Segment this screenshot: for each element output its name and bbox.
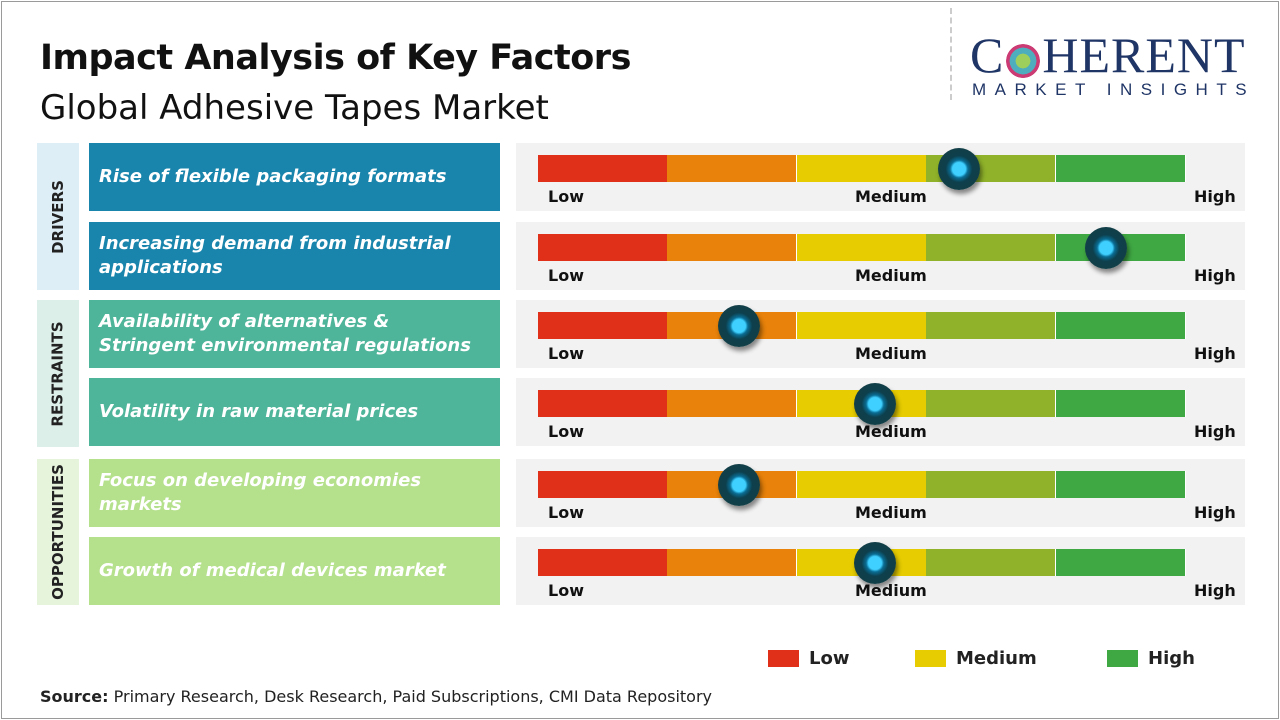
scale-label-high: High [1194, 581, 1236, 600]
impact-indicator-icon [853, 542, 896, 584]
scale-segment [926, 234, 1056, 261]
scale-segment [1056, 471, 1186, 498]
legend-label: High [1148, 648, 1195, 669]
legend-item: High [1107, 648, 1195, 669]
factor-label: Focus on developing economies markets [89, 459, 500, 527]
impact-indicator-icon [717, 464, 760, 506]
page-subtitle: Global Adhesive Tapes Market [40, 88, 549, 128]
scale-label-medium: Medium [855, 344, 927, 363]
legend-swatch [768, 650, 799, 667]
scale-label-medium: Medium [855, 422, 927, 441]
scale-label-high: High [1194, 344, 1236, 363]
impact-indicator-icon [1085, 227, 1128, 269]
factor-label: Rise of flexible packaging formats [89, 143, 500, 211]
scale-segment [1056, 312, 1186, 339]
factor-label: Availability of alternatives & Stringent… [89, 300, 500, 368]
scale-label-medium: Medium [855, 266, 927, 285]
scale-segment [926, 549, 1056, 576]
scale-label-low: Low [548, 581, 584, 600]
factor-text: Focus on developing economies markets [99, 470, 422, 515]
factor-label: Increasing demand from industrial applic… [89, 222, 500, 290]
impact-scale: Low Medium High [516, 459, 1245, 527]
scale-segment [538, 312, 668, 339]
scale-segment [797, 155, 927, 182]
scale-segment [797, 471, 927, 498]
scale-segment [538, 390, 668, 417]
legend-item: Low [768, 648, 849, 669]
scale-label-medium: Medium [855, 187, 927, 206]
impact-indicator-icon [717, 305, 760, 347]
legend-label: Medium [956, 648, 1037, 669]
factor-text: Availability of alternatives & Stringent… [99, 311, 471, 356]
scale-segment [667, 390, 797, 417]
globe-dots-icon [1006, 43, 1041, 78]
scale-label-low: Low [548, 422, 584, 441]
factor-text: Volatility in raw material prices [99, 401, 419, 422]
scale-label-high: High [1194, 266, 1236, 285]
factor-text: Growth of medical devices market [99, 560, 446, 581]
scale-label-low: Low [548, 266, 584, 285]
scale-segment [538, 549, 668, 576]
scale-label-high: High [1194, 503, 1236, 522]
category-label: OPPORTUNITIES [49, 464, 67, 600]
factor-text: Rise of flexible packaging formats [99, 166, 447, 187]
scale-segment [667, 234, 797, 261]
impact-scale: Low Medium High [516, 143, 1245, 211]
scale-label-high: High [1194, 187, 1236, 206]
factor-label: Volatility in raw material prices [89, 378, 500, 446]
source-text: Primary Research, Desk Research, Paid Su… [108, 687, 712, 706]
scale-label-low: Low [548, 187, 584, 206]
scale-segment [926, 312, 1056, 339]
scale-segment [1056, 155, 1186, 182]
factor-label: Growth of medical devices market [89, 537, 500, 605]
impact-indicator-icon [853, 383, 896, 425]
impact-scale: Low Medium High [516, 537, 1245, 605]
page-title: Impact Analysis of Key Factors [40, 38, 631, 78]
category-drivers: DRIVERS [37, 143, 79, 290]
scale-segment [1056, 549, 1186, 576]
scale-label-medium: Medium [855, 581, 927, 600]
scale-segment [667, 155, 797, 182]
scale-segment [926, 390, 1056, 417]
legend-item: Medium [915, 648, 1037, 669]
category-label: DRIVERS [49, 179, 68, 254]
company-logo: C HERENT MARKET INSIGHTS [950, 8, 1270, 100]
scale-segment [797, 312, 927, 339]
legend-label: Low [809, 648, 850, 669]
impact-scale: Low Medium High [516, 300, 1245, 368]
legend-swatch [1107, 650, 1138, 667]
scale-label-medium: Medium [855, 503, 927, 522]
scale-segment [667, 549, 797, 576]
factor-text: Increasing demand from industrial applic… [99, 233, 451, 278]
source-note: Source: Primary Research, Desk Research,… [40, 687, 712, 706]
logo-sub: MARKET INSIGHTS [972, 80, 1256, 99]
impact-scale: Low Medium High [516, 222, 1245, 290]
impact-indicator-icon [938, 148, 981, 190]
scale-segment [538, 471, 668, 498]
scale-segment [797, 234, 927, 261]
impact-scale: Low Medium High [516, 378, 1245, 446]
category-opportunities: OPPORTUNITIES [37, 459, 79, 605]
source-label: Source: [40, 687, 109, 706]
scale-segment [538, 155, 668, 182]
category-restraints: RESTRAINTS [37, 300, 79, 447]
scale-segment [926, 471, 1056, 498]
scale-segment [1056, 390, 1186, 417]
scale-label-low: Low [548, 503, 584, 522]
legend-swatch [915, 650, 946, 667]
scale-segment [538, 234, 668, 261]
scale-label-low: Low [548, 344, 584, 363]
scale-label-high: High [1194, 422, 1236, 441]
logo-main: C HERENT [970, 27, 1246, 83]
category-label: RESTRAINTS [49, 320, 68, 427]
